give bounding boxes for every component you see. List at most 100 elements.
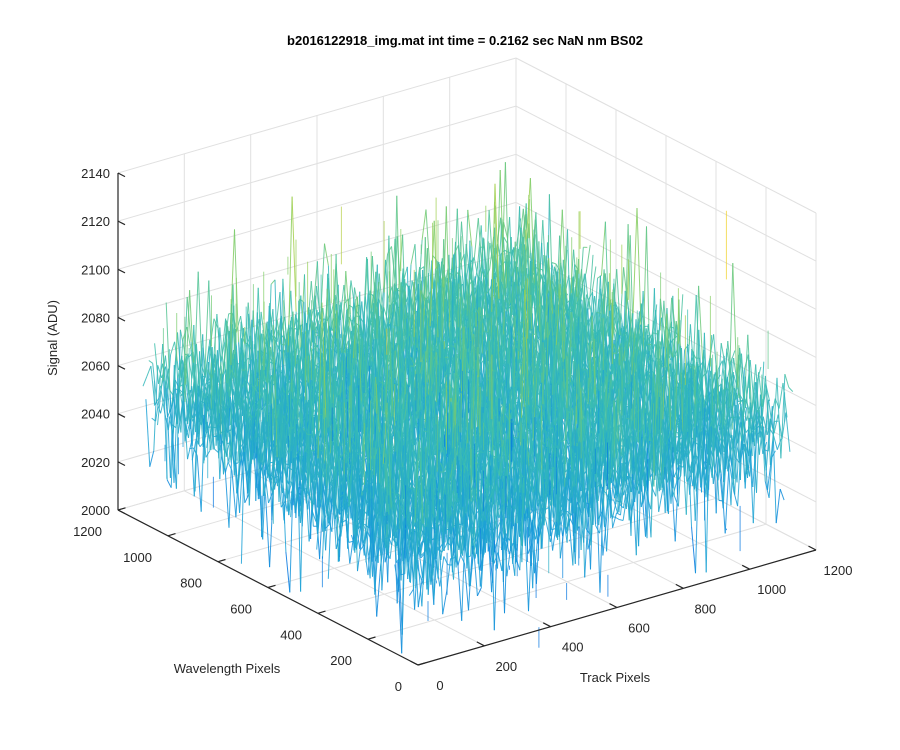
surface-segment xyxy=(165,302,171,394)
surface-segment xyxy=(187,442,192,460)
surface-segment xyxy=(285,551,291,593)
surface-segment xyxy=(254,318,260,336)
surface-segment xyxy=(148,360,153,364)
surface-segment xyxy=(415,266,421,292)
surface-segment xyxy=(290,316,296,366)
surface-segment xyxy=(473,218,479,258)
surface-segment xyxy=(410,244,416,265)
sidewall-grid-z xyxy=(515,57,817,214)
floor-grid-y xyxy=(367,523,767,640)
surface-segment xyxy=(591,266,597,294)
surface-segment xyxy=(240,321,246,375)
surface-segment xyxy=(171,351,177,403)
surface-segment xyxy=(221,318,227,360)
surface-segment xyxy=(379,287,385,326)
surface-segment xyxy=(185,290,191,385)
surface-segment xyxy=(489,236,495,270)
surface-segment xyxy=(525,213,531,280)
surface-segment xyxy=(202,373,207,403)
surface-segment xyxy=(314,295,320,339)
surface-segment xyxy=(170,388,176,488)
surface-segment xyxy=(168,416,174,434)
surface-segment xyxy=(149,450,155,467)
surface-segment xyxy=(483,331,488,333)
surface-segment xyxy=(312,261,318,309)
surface-segment xyxy=(517,248,523,274)
surface-segment xyxy=(324,243,329,266)
surface-segment xyxy=(236,315,242,332)
surface-segment xyxy=(200,386,206,425)
surface-segment xyxy=(205,339,211,378)
surface-segment xyxy=(178,384,183,388)
surface-segment xyxy=(421,209,427,241)
surface-segment xyxy=(337,312,343,354)
surface-segment xyxy=(585,245,591,273)
surface-segment xyxy=(159,385,165,411)
backwall-grid-z xyxy=(117,153,517,270)
surface-segment xyxy=(171,424,177,429)
sidewall-grid-z xyxy=(515,153,817,310)
surface-plot xyxy=(142,162,794,654)
surface-segment xyxy=(146,365,152,377)
surface-segment xyxy=(310,281,316,333)
surface-segment xyxy=(164,355,170,390)
surface-segment xyxy=(192,343,197,404)
surface-segment xyxy=(191,386,197,433)
surface-segment xyxy=(483,238,489,294)
surface-segment xyxy=(189,290,194,363)
surface-segment xyxy=(204,280,210,376)
surface-segment xyxy=(219,327,225,372)
surface-segment xyxy=(270,279,276,285)
surface-segment xyxy=(347,299,353,332)
surface-segment xyxy=(158,363,163,384)
surface-segment xyxy=(476,225,482,270)
surface-segment xyxy=(551,262,557,265)
backwall-grid-z xyxy=(117,105,517,222)
surface-segment xyxy=(479,238,485,277)
sidewall-grid-z xyxy=(515,201,817,358)
surface-segment xyxy=(473,256,479,279)
surface-segment xyxy=(176,393,182,433)
surface-segment xyxy=(196,455,202,512)
surface-segment xyxy=(142,376,148,387)
surface-segment xyxy=(503,222,508,239)
surface-segment xyxy=(247,358,252,361)
surface-segment xyxy=(340,302,346,335)
backwall-grid-z xyxy=(117,57,517,174)
surface-segment xyxy=(390,238,396,320)
surface-segment xyxy=(467,209,473,247)
surface-segment xyxy=(169,393,175,483)
surface-segment xyxy=(339,284,345,321)
surface-segment xyxy=(185,422,191,438)
surface-segment xyxy=(402,234,408,357)
surface-segment xyxy=(157,387,162,426)
surface-segment xyxy=(247,302,253,354)
sidewall-grid-z xyxy=(515,105,817,262)
surface-segment xyxy=(231,470,237,518)
surface-segment xyxy=(165,366,171,413)
surface-segment xyxy=(306,281,312,332)
surface-segment xyxy=(521,203,527,256)
surface-segment xyxy=(157,365,163,379)
surface-segment xyxy=(253,287,259,392)
surface-segment xyxy=(632,207,638,314)
surface-segment xyxy=(425,209,431,270)
surface-segment xyxy=(291,196,297,312)
surface-segment xyxy=(145,399,151,467)
surface-segment xyxy=(518,236,524,278)
surface-segment xyxy=(186,296,192,342)
surface-segment xyxy=(419,266,425,270)
surface-segment xyxy=(175,387,181,428)
surface-segment xyxy=(153,365,159,451)
backwall-grid-z xyxy=(117,201,517,318)
surface-segment xyxy=(281,343,286,346)
surface-segment xyxy=(154,343,159,384)
surface-segment xyxy=(156,401,162,414)
surface-segment xyxy=(165,387,171,478)
surface-segment xyxy=(521,213,527,274)
surface-segment xyxy=(179,329,185,350)
surface-segment xyxy=(397,289,402,292)
surface-segment xyxy=(155,395,161,422)
surface-segment xyxy=(178,339,184,391)
